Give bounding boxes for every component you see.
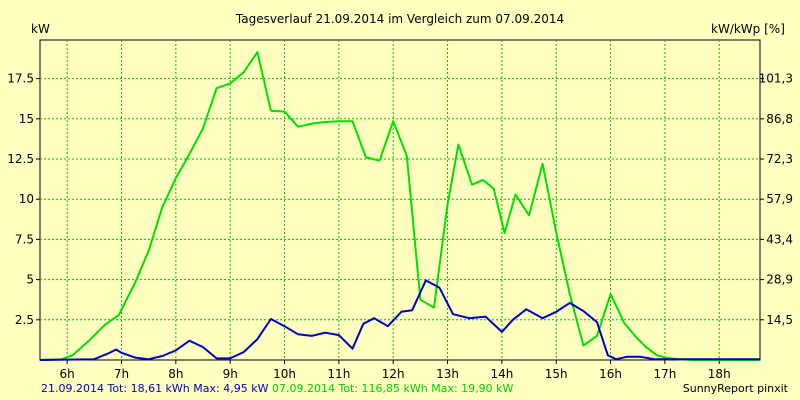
footer-green-summary: 07.09.2014 Tot: 116,85 kWh Max: 19,90 kW <box>271 382 514 395</box>
y-axis-unit-left: kW <box>31 22 50 36</box>
footer-blue-summary: 21.09.2014 Tot: 18,61 kWh Max: 4,95 kW <box>41 382 269 395</box>
series-line-green <box>39 51 760 361</box>
x-tick-label: 10h <box>273 367 296 381</box>
y-tick-label: 10 <box>19 192 34 206</box>
x-tick-label: 12h <box>382 367 405 381</box>
y-right-tick-label: 14,5 <box>766 313 793 327</box>
y-tick-label: 2.5 <box>15 313 34 327</box>
x-tick-label: 6h <box>60 367 75 381</box>
series-lines <box>39 51 760 361</box>
series-line-blue <box>39 279 760 361</box>
x-tick-label: 15h <box>545 367 568 381</box>
y-right-tick-label: 86,8 <box>766 112 793 126</box>
y-tick-label: 12.5 <box>7 152 34 166</box>
x-tick-label: 17h <box>653 367 676 381</box>
x-tick-label: 7h <box>114 367 129 381</box>
y-right-tick-label: 57,9 <box>766 192 793 206</box>
x-tick-label: 13h <box>436 367 459 381</box>
plot-area <box>39 39 761 361</box>
x-tick-label: 9h <box>223 367 238 381</box>
y-tick-label: 7.5 <box>15 232 34 246</box>
footer-credit: SunnyReport pinxit <box>682 382 788 395</box>
y-tick-label: 15 <box>19 112 34 126</box>
y-axis-unit-right: kW/kWp [%] <box>711 22 785 36</box>
x-tick-label: 18h <box>708 367 731 381</box>
footer-summary: 21.09.2014 Tot: 18,61 kWh Max: 4,95 kW 0… <box>41 382 513 395</box>
y-tick-label: 17.5 <box>7 72 34 86</box>
y-right-tick-label: 101,3 <box>759 72 793 86</box>
tick-labels: 6h 7h 8h 9h 10h 11h 12h 13h 14h 15h 16h 17h 18h 2.5 14… <box>7 72 793 381</box>
y-right-tick-label: 72,3 <box>766 152 793 166</box>
x-tick-label: 8h <box>168 367 183 381</box>
grid <box>40 40 760 360</box>
x-tick-label: 16h <box>599 367 622 381</box>
chart-title: Tagesverlauf 21.09.2014 im Vergleich zum… <box>235 12 565 26</box>
x-tick-label: 14h <box>490 367 513 381</box>
y-right-tick-label: 43,4 <box>766 232 793 246</box>
x-tick-label: 11h <box>327 367 350 381</box>
y-tick-label: 5 <box>26 273 34 287</box>
y-right-tick-label: 28,9 <box>766 273 793 287</box>
